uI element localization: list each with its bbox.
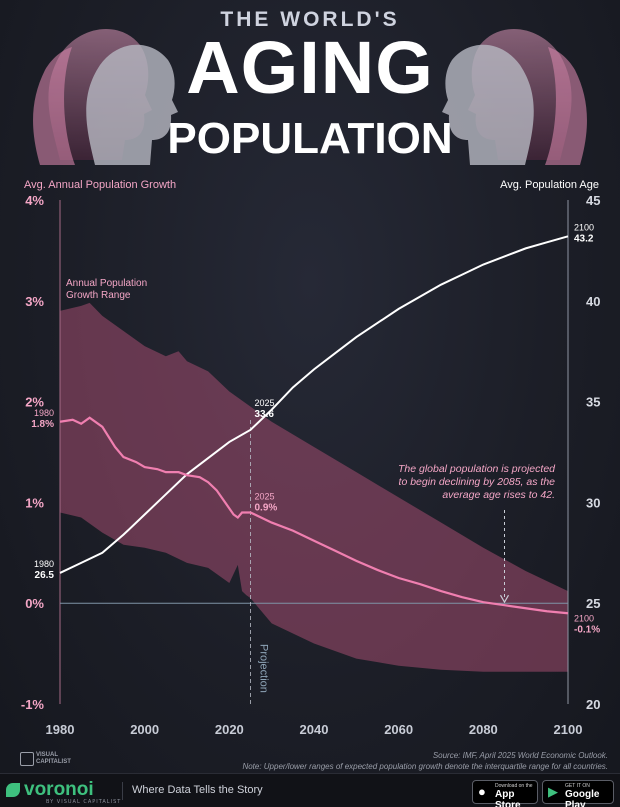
left-heads-icon — [33, 28, 178, 165]
point-value-label: 26.5 — [35, 570, 55, 581]
annotation-text: The global population is projected — [398, 463, 556, 475]
x-tick-label: 2020 — [215, 722, 244, 737]
page-subtitle: POPULATION — [167, 114, 453, 163]
pre-title: THE WORLD'S — [220, 8, 400, 31]
point-year-label: 2100 — [574, 613, 594, 623]
right-tick-label: 25 — [586, 596, 600, 611]
point-value-label: -0.1% — [574, 624, 600, 635]
right-tick-label: 20 — [586, 697, 600, 712]
page-title: AGING — [186, 26, 434, 109]
point-value-label: 1.8% — [31, 419, 54, 430]
vc-logo-icon — [20, 752, 34, 766]
right-tick-label: 40 — [586, 294, 600, 309]
point-year-label: 1980 — [34, 408, 54, 418]
source-text: Source: IMF, April 2025 World Economic O… — [432, 751, 608, 760]
left-tick-label: -1% — [21, 697, 45, 712]
google-play-button[interactable]: ▶ GET IT ON Google Play — [542, 780, 614, 807]
annotation-text: to begin declining by 2085, as the — [399, 476, 556, 488]
range-label-line2: Growth Range — [66, 290, 131, 301]
age-line — [59, 235, 569, 574]
annotation-text: average age rises to 42. — [442, 489, 555, 501]
right-tick-label: 30 — [586, 495, 600, 510]
projection-label: Projection — [258, 644, 270, 693]
visual-capitalist-logo: VISUAL CAPITALIST — [20, 750, 80, 770]
footer-tagline: Where Data Tells the Story — [132, 784, 263, 796]
apple-icon: ● — [478, 784, 486, 799]
google-play-small-label: GET IT ON — [565, 783, 590, 789]
x-tick-label: 2000 — [130, 722, 159, 737]
left-tick-label: 1% — [25, 495, 44, 510]
vc-logo-label: VISUAL CAPITALIST — [36, 752, 71, 765]
population-chart: Avg. Annual Population Growth Avg. Popul… — [21, 179, 601, 737]
left-tick-label: 3% — [25, 294, 44, 309]
head-silhouettes-illustration — [33, 28, 587, 165]
growth-line — [59, 416, 569, 615]
x-tick-label: 2100 — [554, 722, 583, 737]
google-play-icon: ▶ — [548, 784, 558, 799]
range-label-line1: Annual Population — [66, 278, 147, 289]
footer-divider — [122, 782, 123, 800]
annotation-arrow-head — [499, 594, 510, 604]
voronoi-brand-sub: BY VISUAL CAPITALIST — [46, 799, 122, 805]
note-text: Note: Upper/lower ranges of expected pop… — [242, 762, 608, 771]
x-tick-label: 2080 — [469, 722, 498, 737]
x-tick-label: 2060 — [384, 722, 413, 737]
point-value-label: 33.6 — [255, 409, 275, 420]
x-tick-label: 1980 — [46, 722, 75, 737]
app-store-label: App Store — [495, 789, 521, 807]
point-value-label: 0.9% — [255, 502, 278, 513]
left-tick-label: 2% — [25, 395, 44, 410]
x-tick-label: 2040 — [300, 722, 329, 737]
point-year-label: 2100 — [574, 222, 594, 232]
growth-range-band — [60, 302, 568, 672]
google-play-label: Google Play — [565, 789, 600, 807]
right-heads-icon — [442, 28, 587, 165]
left-tick-label: 4% — [25, 193, 44, 208]
left-axis-label: Avg. Annual Population Growth — [24, 179, 176, 191]
right-tick-label: 35 — [586, 395, 600, 410]
right-axis-label: Avg. Population Age — [500, 179, 599, 191]
left-tick-label: 0% — [25, 596, 44, 611]
app-store-small-label: Download on the — [495, 783, 533, 789]
footer-bar: voronoi BY VISUAL CAPITALIST Where Data … — [0, 773, 620, 807]
voronoi-leaf-icon — [6, 783, 20, 797]
right-tick-label: 45 — [586, 193, 600, 208]
voronoi-brand[interactable]: voronoi — [24, 779, 94, 800]
point-year-label: 2025 — [255, 398, 275, 408]
point-value-label: 43.2 — [574, 233, 594, 244]
point-year-label: 2025 — [255, 491, 275, 501]
app-store-button[interactable]: ● Download on the App Store — [472, 780, 538, 807]
point-year-label: 1980 — [34, 559, 54, 569]
